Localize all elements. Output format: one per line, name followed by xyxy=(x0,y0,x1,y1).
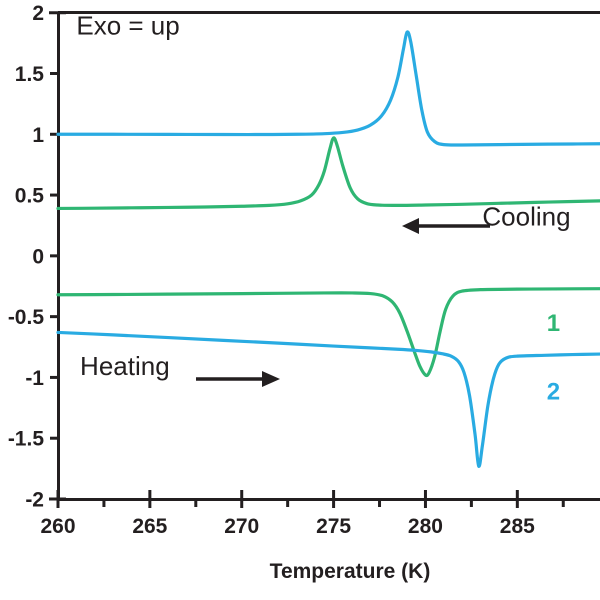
curve-cooling-1 xyxy=(56,136,600,211)
y-tick-label: 0 xyxy=(32,245,44,268)
heating-label: Heating xyxy=(80,351,170,381)
y-tick-label: -1.5 xyxy=(8,428,45,451)
x-tick-label: 270 xyxy=(224,515,259,538)
annotation-exo-up: Exo = up xyxy=(76,11,179,41)
annotation-cooling: Cooling xyxy=(402,201,571,234)
y-tick-label: -1 xyxy=(25,367,44,390)
cooling-label: Cooling xyxy=(482,201,570,231)
curve-heating-2 xyxy=(56,330,600,468)
x-axis-ticks xyxy=(56,490,565,508)
x-tick-label: 285 xyxy=(500,515,535,538)
y-axis-tick-labels: 2 1.5 1 0.5 0 -0.5 -1 -1.5 -2 xyxy=(8,2,45,511)
x-axis-title: Temperature (K) xyxy=(270,560,431,583)
data-curves xyxy=(56,30,600,468)
plot-area-background xyxy=(58,12,600,499)
y-tick-label: 0.5 xyxy=(15,185,45,208)
curve-cooling-2 xyxy=(56,30,600,147)
x-tick-label: 280 xyxy=(408,515,443,538)
series-label-1: 1 xyxy=(547,310,560,337)
series-label-2: 2 xyxy=(547,378,560,405)
y-tick-label: -2 xyxy=(25,489,44,512)
heating-arrow-head-icon xyxy=(262,371,280,387)
y-tick-label: 1 xyxy=(32,124,44,147)
exo-up-label: Exo = up xyxy=(76,11,179,41)
x-tick-label: 265 xyxy=(132,515,167,538)
y-tick-label: 1.5 xyxy=(15,63,45,86)
cooling-arrow-head-icon xyxy=(402,218,419,234)
x-tick-label: 275 xyxy=(316,515,351,538)
y-axis-ticks xyxy=(49,11,66,501)
x-axis-tick-labels: 260 265 270 275 280 285 xyxy=(40,515,535,538)
x-tick-label: 260 xyxy=(40,515,75,538)
y-tick-label: 2 xyxy=(32,2,44,25)
y-tick-label: -0.5 xyxy=(8,306,45,329)
annotation-heating: Heating xyxy=(80,351,280,387)
